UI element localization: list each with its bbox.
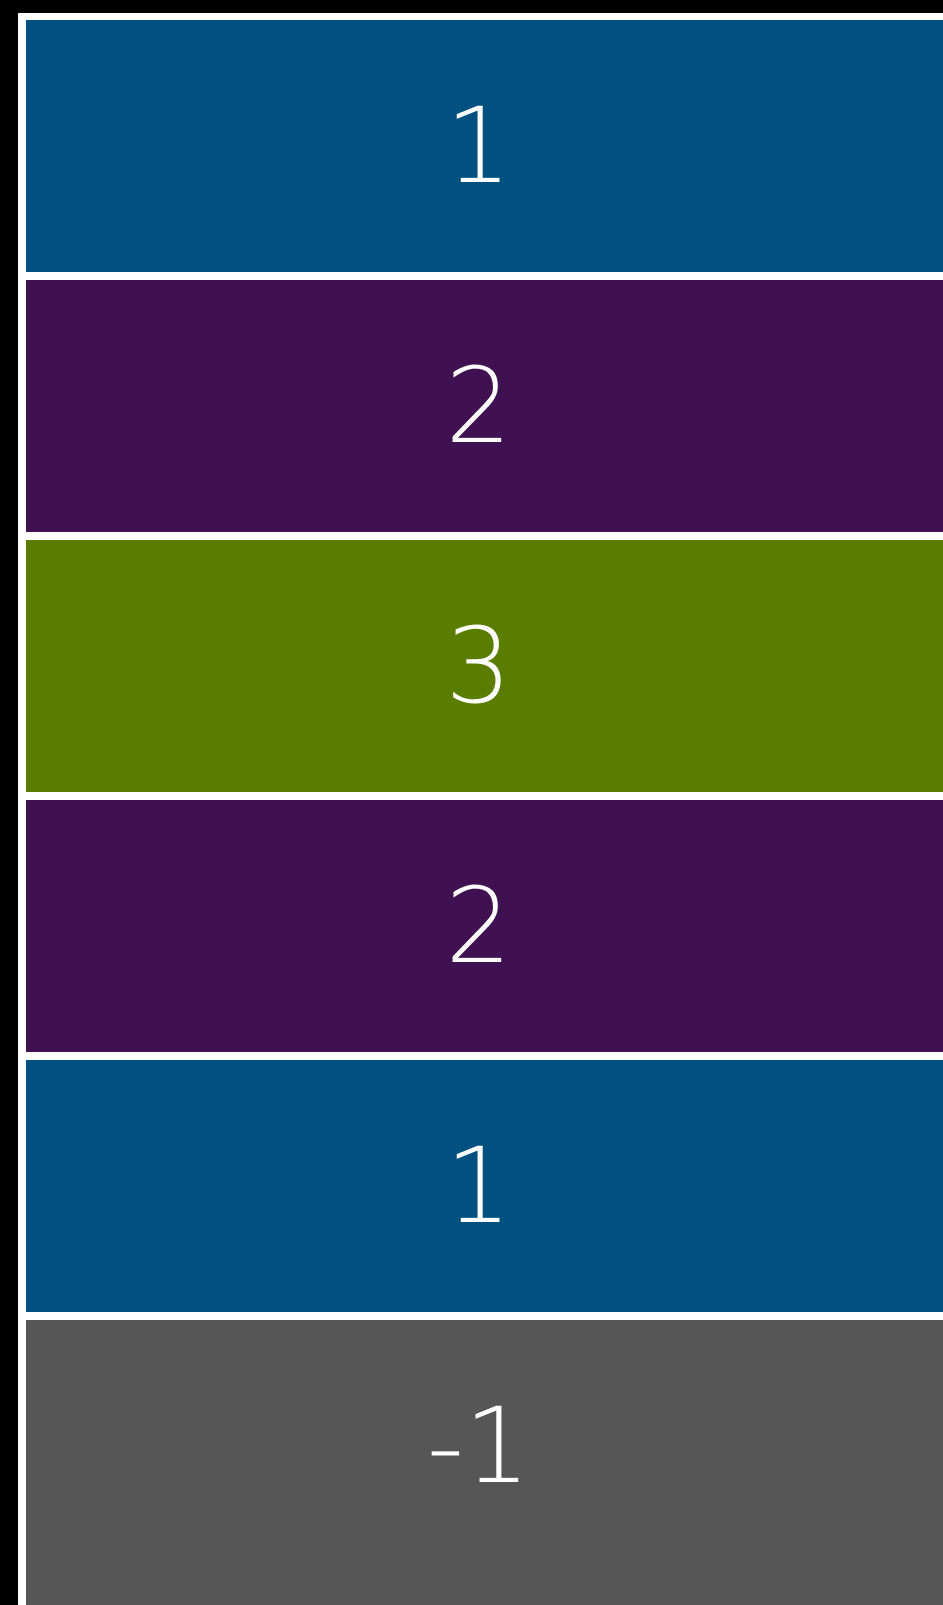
cell[interactable]: 2 (26, 280, 943, 532)
cell[interactable]: 1 (26, 1060, 943, 1312)
cell-label: -1 (426, 1385, 531, 1507)
cell-label: 1 (445, 85, 512, 207)
cell-label: 3 (445, 605, 512, 727)
cell[interactable]: 3 (26, 540, 943, 792)
cell-list: 1 2 3 2 1 -1 (18, 13, 943, 1605)
cell-label: 1 (445, 1125, 512, 1247)
cell[interactable]: -1 (26, 1320, 943, 1605)
cell[interactable]: 2 (26, 800, 943, 1052)
cell-label: 2 (445, 865, 512, 987)
cell[interactable]: 1 (26, 20, 943, 272)
cell-label: 2 (445, 345, 512, 467)
